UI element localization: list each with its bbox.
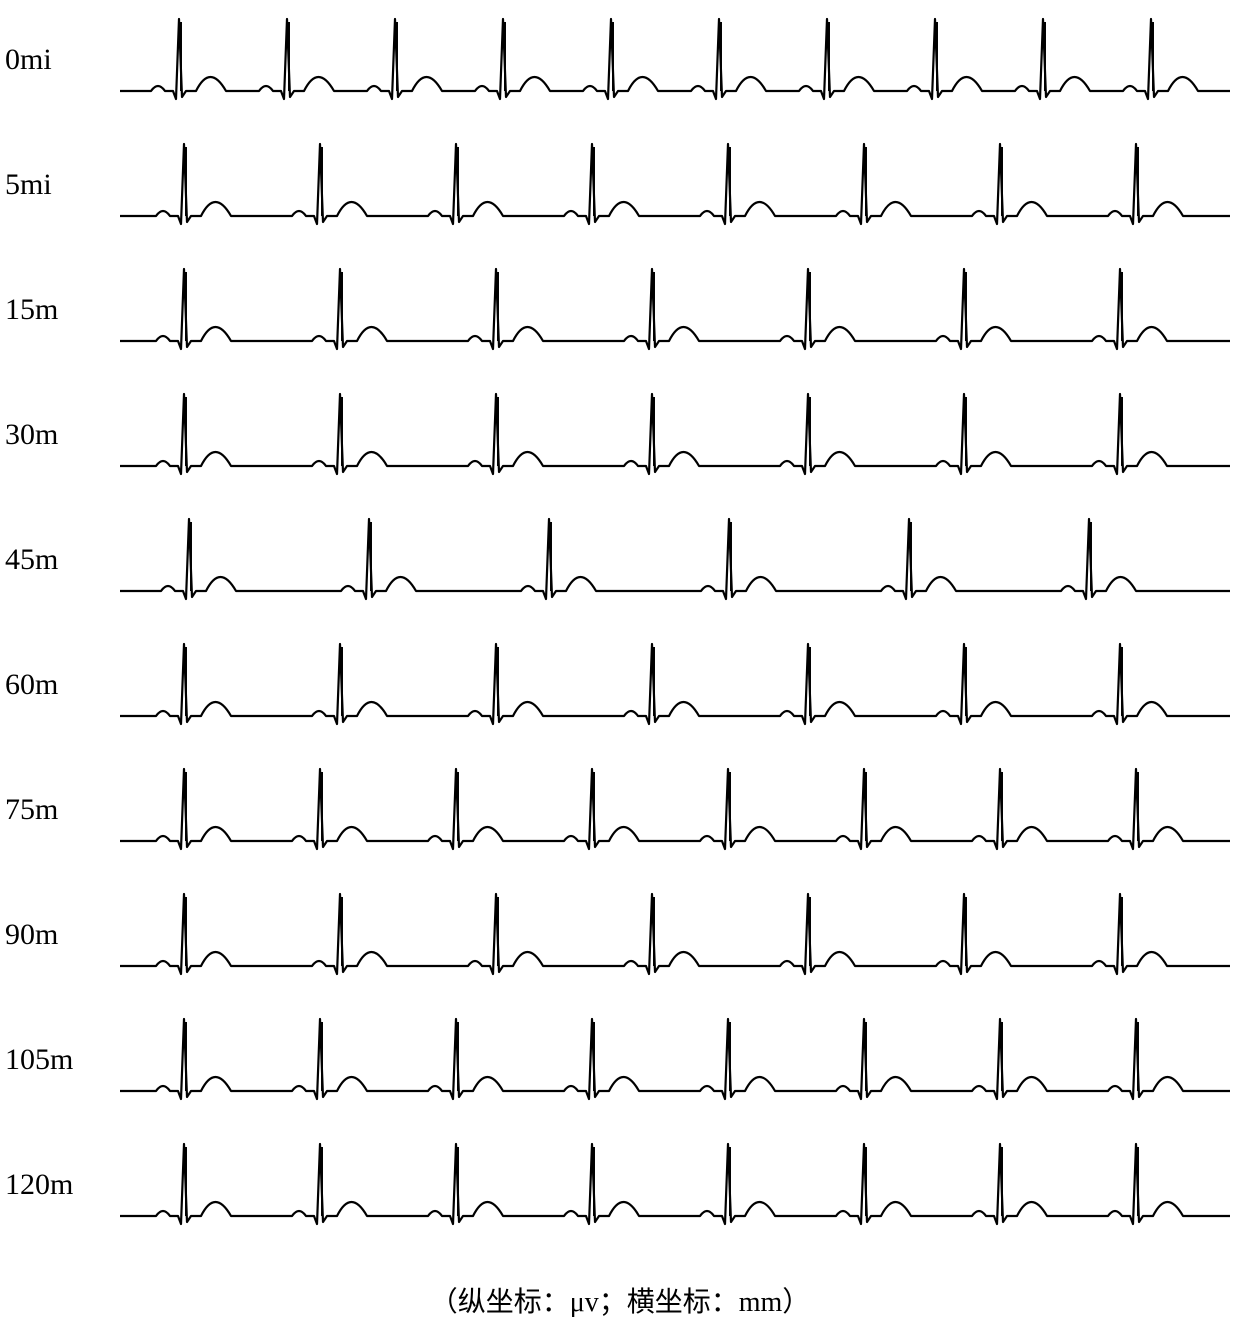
ecg-row: 5mi (0, 128, 1240, 248)
row-label: 60m (5, 668, 58, 702)
row-label: 75m (5, 793, 58, 827)
ecg-trace (120, 3, 1230, 123)
ecg-figure: 0mi 5mi 15m 30m 45m 60m 75m 90m 105m 120m （纵坐标：μv；… (0, 0, 1240, 1325)
ecg-path (120, 269, 1230, 349)
ecg-trace (120, 1003, 1230, 1123)
row-label: 45m (5, 543, 58, 577)
axis-caption: （纵坐标：μv；横坐标：mm） (0, 1280, 1240, 1320)
ecg-row: 90m (0, 878, 1240, 998)
row-label: 120m (5, 1168, 73, 1202)
ecg-row: 45m (0, 503, 1240, 623)
ecg-row: 75m (0, 753, 1240, 873)
ecg-spike-overlay (191, 522, 1091, 591)
ecg-spike-overlay (186, 1147, 1138, 1216)
ecg-trace (120, 753, 1230, 873)
ecg-row: 105m (0, 1003, 1240, 1123)
ecg-trace (120, 378, 1230, 498)
row-label: 105m (5, 1043, 73, 1077)
ecg-trace (120, 128, 1230, 248)
ecg-spike-overlay (186, 1022, 1138, 1091)
ecg-spike-overlay (186, 647, 1122, 716)
row-label: 90m (5, 918, 58, 952)
ecg-trace (120, 628, 1230, 748)
ecg-path (120, 644, 1230, 724)
ecg-path (120, 144, 1230, 224)
ecg-trace (120, 878, 1230, 998)
ecg-spike-overlay (186, 147, 1138, 216)
ecg-path (120, 769, 1230, 849)
ecg-trace (120, 253, 1230, 373)
ecg-spike-overlay (186, 397, 1122, 466)
ecg-trace (120, 503, 1230, 623)
ecg-trace (120, 1128, 1230, 1248)
ecg-path (120, 394, 1230, 474)
ecg-path (120, 19, 1230, 99)
ecg-spike-overlay (186, 772, 1138, 841)
row-label: 30m (5, 418, 58, 452)
ecg-spike-overlay (186, 272, 1122, 341)
ecg-row: 60m (0, 628, 1240, 748)
row-label: 0mi (5, 43, 52, 77)
ecg-row: 30m (0, 378, 1240, 498)
ecg-path (120, 1144, 1230, 1224)
ecg-path (120, 519, 1230, 599)
ecg-row: 0mi (0, 3, 1240, 123)
ecg-path (120, 1019, 1230, 1099)
ecg-row: 15m (0, 253, 1240, 373)
ecg-spike-overlay (186, 897, 1122, 966)
ecg-row: 120m (0, 1128, 1240, 1248)
ecg-path (120, 894, 1230, 974)
row-label: 5mi (5, 168, 52, 202)
row-label: 15m (5, 293, 58, 327)
